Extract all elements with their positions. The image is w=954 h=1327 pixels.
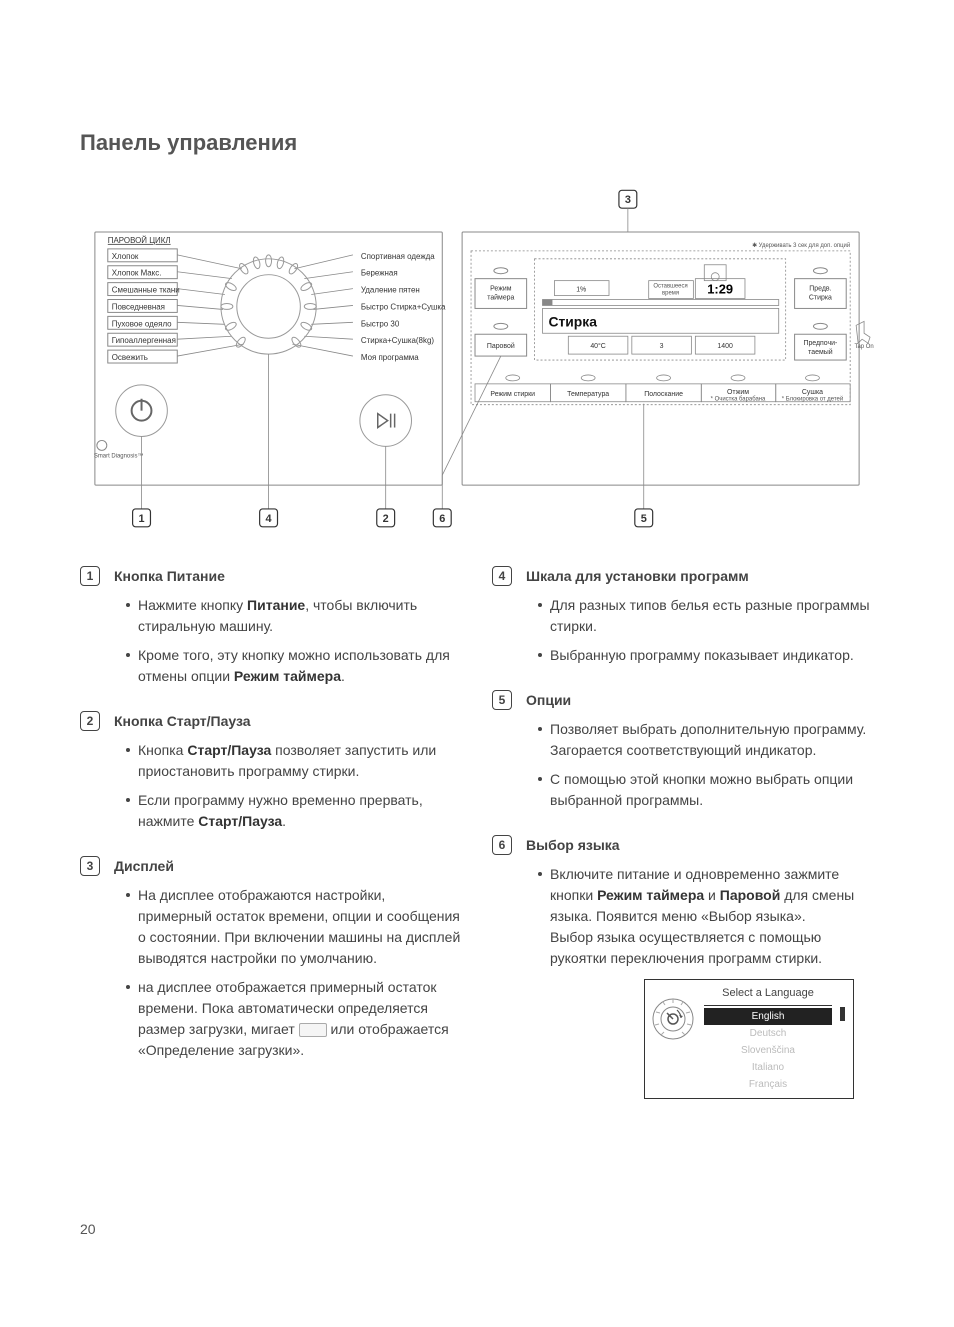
item-1-bullet: Нажмите кнопку Питание, чтобы включить с… (126, 595, 462, 637)
scroll-indicator (840, 1003, 845, 1093)
language-option: Italiano (704, 1059, 832, 1076)
svg-text:Спортивная одежда: Спортивная одежда (361, 252, 435, 261)
item-1-bullet: Кроме того, эту кнопку можно использоват… (126, 645, 462, 687)
ref-badge-5: 5 (492, 690, 512, 710)
svg-text:1400: 1400 (717, 343, 733, 350)
svg-text:Smart Diagnosis™: Smart Diagnosis™ (94, 452, 143, 459)
page-title: Панель управления (80, 130, 874, 156)
svg-text:Стирка: Стирка (548, 313, 597, 329)
program-dial-icon (221, 255, 316, 354)
svg-text:Паровой: Паровой (487, 342, 515, 350)
item-1: 1 Кнопка Питание Нажмите кнопку Питание,… (80, 566, 462, 695)
item-4-bullet: Выбранную программу показывает индикатор… (538, 645, 874, 666)
tap-on-icon: Tap On (854, 321, 873, 350)
svg-text:Быстро Стирка+Сушка: Быстро Стирка+Сушка (361, 302, 446, 311)
svg-text:1: 1 (138, 513, 144, 525)
svg-text:Стирка+Сушка(8kg): Стирка+Сушка(8kg) (361, 336, 434, 345)
svg-text:* Блокировка от детей: * Блокировка от детей (782, 396, 843, 403)
control-panel-diagram: 3 ПАРОВОЙ ЦИКЛ Хлопок Хлопок Макс. Смеша… (80, 186, 874, 546)
power-button-icon (116, 385, 168, 437)
svg-text:таемый: таемый (808, 348, 833, 356)
dial-left-labels: Хлопок Хлопок Макс. Смешанные ткани Повс… (108, 249, 180, 363)
language-option: English (704, 1008, 832, 1025)
item-1-title: Кнопка Питание (114, 566, 462, 587)
svg-text:Пуховое одеяло: Пуховое одеяло (112, 319, 172, 328)
description-columns: 1 Кнопка Питание Нажмите кнопку Питание,… (80, 566, 874, 1115)
svg-text:Удаление пятен: Удаление пятен (361, 286, 420, 295)
svg-text:Сушка: Сушка (802, 389, 823, 396)
svg-text:Tap On: Tap On (854, 344, 873, 350)
item-4-title: Шкала для установки программ (526, 566, 874, 587)
svg-text:3: 3 (625, 194, 631, 206)
start-pause-button-icon (360, 395, 412, 447)
svg-text:Предв.: Предв. (809, 286, 831, 293)
svg-text:Предпочи-: Предпочи- (803, 340, 837, 347)
svg-text:3: 3 (660, 343, 664, 350)
language-select-illustration: Select a Language English Deutsch Sloven… (644, 979, 854, 1099)
svg-text:время: время (662, 291, 679, 297)
language-option: Deutsch (704, 1025, 832, 1042)
item-3-title: Дисплей (114, 856, 462, 877)
svg-text:Режим: Режим (490, 286, 512, 293)
right-column: 4 Шкала для установки программ Для разны… (492, 566, 874, 1115)
language-option: Français (704, 1076, 832, 1093)
svg-text:Полоскание: Полоскание (644, 391, 683, 398)
svg-text:Отжим: Отжим (727, 389, 749, 396)
svg-text:1:29: 1:29 (707, 282, 733, 297)
svg-text:Смешанные ткани: Смешанные ткани (112, 286, 180, 295)
item-2-bullet: Если программу нужно временно прервать, … (126, 790, 462, 832)
svg-text:Бережная: Бережная (361, 269, 398, 278)
svg-text:Стирка: Стирка (809, 295, 832, 302)
item-5-bullet: Позволяет выбрать дополнительную програм… (538, 719, 874, 761)
svg-text:5: 5 (641, 513, 647, 525)
item-4-bullet: Для разных типов белья есть разные прогр… (538, 595, 874, 637)
dial-right-labels: Спортивная одежда Бережная Удаление пяте… (361, 252, 446, 362)
svg-text:Моя программа: Моя программа (361, 353, 419, 362)
ref-badge-3: 3 (80, 856, 100, 876)
svg-text:Быстро 30: Быстро 30 (361, 319, 400, 328)
item-2-title: Кнопка Старт/Пауза (114, 711, 462, 732)
language-list: Select a Language English Deutsch Sloven… (704, 985, 832, 1093)
svg-text:40°C: 40°C (590, 342, 606, 350)
page-number: 20 (80, 1221, 96, 1237)
item-3-bullet: На дисплее отображаются настройки, приме… (126, 885, 462, 969)
item-5-title: Опции (526, 690, 874, 711)
ref-badge-4: 4 (492, 566, 512, 586)
ref-badge-1: 1 (80, 566, 100, 586)
item-2: 2 Кнопка Старт/Пауза Кнопка Старт/Пауза … (80, 711, 462, 840)
language-header: Select a Language (704, 985, 832, 1006)
svg-text:таймера: таймера (487, 294, 514, 302)
item-6: 6 Выбор языка Включите питание и одновре… (492, 835, 874, 1099)
item-5-bullet: С помощью этой кнопки можно выбрать опци… (538, 769, 874, 811)
svg-text:1%: 1% (576, 287, 586, 294)
ref-badge-6: 6 (492, 835, 512, 855)
svg-text:Хлопок Макс.: Хлопок Макс. (112, 269, 162, 278)
dial-icon (650, 985, 696, 1045)
svg-text:Оставшееся: Оставшееся (653, 284, 687, 290)
svg-text:Повседневная: Повседневная (112, 302, 165, 311)
item-3: 3 Дисплей На дисплее отображаются настро… (80, 856, 462, 1069)
diagram-svg: 3 ПАРОВОЙ ЦИКЛ Хлопок Хлопок Макс. Смеша… (80, 186, 874, 546)
svg-text:2: 2 (383, 513, 389, 525)
item-6-bullet: Включите питание и одновременно зажмите … (538, 864, 874, 969)
svg-text:6: 6 (439, 513, 445, 525)
language-option: Slovenščina (704, 1042, 832, 1059)
svg-text:Освежить: Освежить (112, 353, 148, 362)
svg-text:Режим стирки: Режим стирки (490, 391, 535, 398)
item-6-title: Выбор языка (526, 835, 874, 856)
ref-badge-2: 2 (80, 711, 100, 731)
item-4: 4 Шкала для установки программ Для разны… (492, 566, 874, 674)
svg-text:ПАРОВОЙ ЦИКЛ: ПАРОВОЙ ЦИКЛ (108, 236, 171, 245)
svg-text:Хлопок: Хлопок (112, 252, 139, 261)
svg-text:4: 4 (266, 513, 272, 525)
svg-text:Гипоаллергенная: Гипоаллергенная (112, 336, 176, 345)
item-5: 5 Опции Позволяет выбрать дополнительную… (492, 690, 874, 819)
left-column: 1 Кнопка Питание Нажмите кнопку Питание,… (80, 566, 462, 1115)
svg-text:* Очистка барабана: * Очистка барабана (711, 397, 766, 403)
item-3-bullet: на дисплее отображается примерный остато… (126, 977, 462, 1061)
svg-text:Температура: Температура (567, 391, 609, 398)
item-2-bullet: Кнопка Старт/Пауза позволяет запустить и… (126, 740, 462, 782)
svg-text:✱ Удерживать 3 сек для доп. оп: ✱ Удерживать 3 сек для доп. опций (752, 242, 850, 249)
